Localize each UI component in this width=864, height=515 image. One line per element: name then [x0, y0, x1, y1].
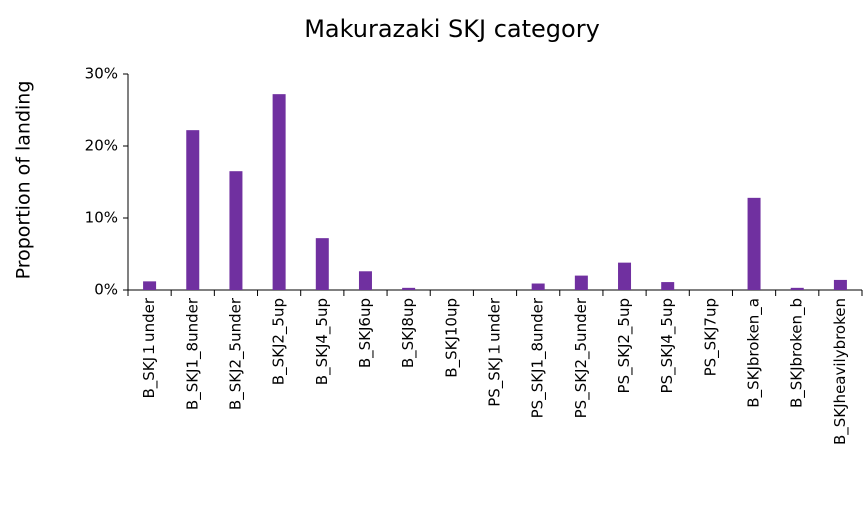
- y-tick-label: 30%: [85, 65, 118, 83]
- x-tick-label: B_SKJ4_5up: [313, 298, 332, 385]
- y-tick-label: 20%: [85, 137, 118, 155]
- bar: [143, 281, 157, 290]
- x-tick-label: PS_SKJ2_5under: [572, 297, 591, 418]
- x-tick-label: B_SKJbroken_b: [788, 298, 807, 408]
- y-tick-label: 0%: [94, 281, 118, 299]
- x-tick-label: B_SKJ10up: [442, 298, 461, 378]
- x-tick-label: B_SKJ6up: [356, 298, 375, 368]
- bar: [315, 238, 329, 290]
- x-tick-label: PS_SKJ１under: [486, 297, 505, 407]
- x-tick-label: PS_SKJ2_5up: [615, 298, 634, 393]
- y-axis-label: Proportion of landing: [13, 81, 35, 280]
- x-tick-label: B_SKJ2_5under: [226, 297, 245, 410]
- bar: [229, 171, 243, 290]
- bar: [402, 287, 416, 290]
- bar: [574, 275, 588, 290]
- bar: [747, 197, 761, 290]
- bar: [833, 279, 847, 290]
- x-tick-label: B_SKJ1_8under: [183, 297, 202, 410]
- bar: [272, 94, 286, 290]
- x-tick-label: PS_SKJ4_5up: [658, 298, 677, 393]
- bar: [790, 287, 804, 290]
- bar: [661, 282, 675, 290]
- x-tick-label: PS_SKJ7up: [701, 298, 720, 376]
- x-tick-label: B_SKJheavilybroken: [831, 298, 850, 445]
- bar: [531, 283, 545, 290]
- x-tick-label: B_SKJ2_5up: [270, 298, 289, 385]
- bar: [358, 271, 372, 290]
- x-tick-label: B_SKJbroken_a: [745, 298, 764, 408]
- x-tick-label: B_SKJ１under: [140, 297, 159, 398]
- bar: [186, 130, 200, 290]
- y-tick-label: 10%: [85, 209, 118, 227]
- chart-title: Makurazaki SKJ category: [304, 15, 600, 43]
- x-tick-label: PS_SKJ1_8under: [529, 297, 548, 418]
- bar: [618, 262, 632, 290]
- x-tick-label: B_SKJ8up: [399, 298, 418, 368]
